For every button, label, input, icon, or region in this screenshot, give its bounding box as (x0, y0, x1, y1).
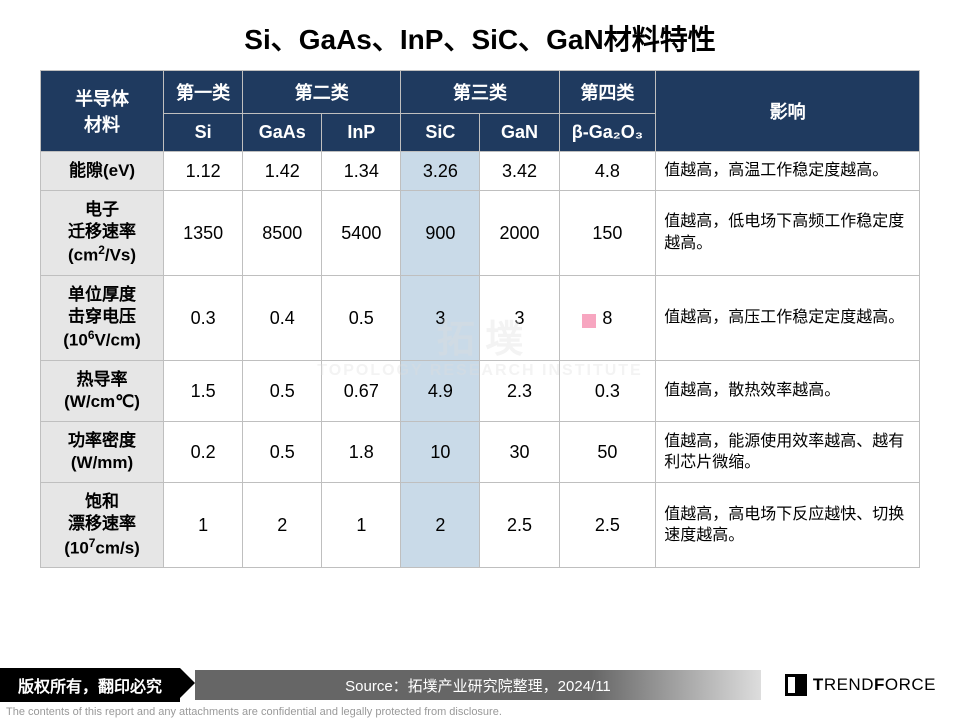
row-label: 能隙(eV) (41, 152, 164, 191)
header-material-5: β-Ga₂O₃ (559, 114, 656, 152)
footer-bar: 版权所有，翻印必究 Source：拓墣产业研究院整理，2024/11 TREND… (0, 670, 960, 700)
header-cat-1: 第一类 (164, 71, 243, 114)
cell: 900 (401, 191, 480, 276)
header-material-0: Si (164, 114, 243, 152)
disclaimer-text: The contents of this report and any atta… (6, 706, 502, 718)
impact-cell: 值越高，散热效率越高。 (656, 360, 920, 421)
cell: 0.3 (559, 360, 656, 421)
cell: 1350 (164, 191, 243, 276)
header-cat-3: 第三类 (401, 71, 559, 114)
cell: 0.2 (164, 422, 243, 483)
table-container: 半导体材料 第一类 第二类 第三类 第四类 影响 SiGaAsInPSiCGaN… (0, 70, 960, 568)
cell: 2000 (480, 191, 559, 276)
row-label: 功率密度(W/mm) (41, 422, 164, 483)
cell: 1.12 (164, 152, 243, 191)
cell: 1.42 (243, 152, 322, 191)
header-cat-4: 第四类 (559, 71, 656, 114)
cell: 8500 (243, 191, 322, 276)
cell: 2.5 (559, 483, 656, 568)
cell: 2 (243, 483, 322, 568)
cell: 4.8 (559, 152, 656, 191)
brand-text: TRENDFORCE (813, 675, 936, 695)
cell: 50 (559, 422, 656, 483)
cell: 0.67 (322, 360, 401, 421)
header-rowlabel: 半导体材料 (41, 71, 164, 152)
cell: 2.5 (480, 483, 559, 568)
materials-table: 半导体材料 第一类 第二类 第三类 第四类 影响 SiGaAsInPSiCGaN… (40, 70, 920, 568)
cell: 1.8 (322, 422, 401, 483)
cell: 5400 (322, 191, 401, 276)
cell: 0.3 (164, 276, 243, 361)
table-row: 单位厚度击穿电压(106V/cm)0.30.40.5338值越高，高压工作稳定定… (41, 276, 920, 361)
table-row: 热导率(W/cm℃)1.50.50.674.92.30.3值越高，散热效率越高。 (41, 360, 920, 421)
brand-logo-icon (785, 674, 807, 696)
cell: 0.5 (243, 422, 322, 483)
header-material-3: SiC (401, 114, 480, 152)
cell: 1 (322, 483, 401, 568)
cell: 0.5 (322, 276, 401, 361)
cell: 2.3 (480, 360, 559, 421)
cell: 0.5 (243, 360, 322, 421)
row-label: 单位厚度击穿电压(106V/cm) (41, 276, 164, 361)
header-cat-2: 第二类 (243, 71, 401, 114)
header-material-1: GaAs (243, 114, 322, 152)
cell: 3.26 (401, 152, 480, 191)
header-material-2: InP (322, 114, 401, 152)
row-label: 饱和漂移速率(107cm/s) (41, 483, 164, 568)
table-row: 饱和漂移速率(107cm/s)12122.52.5值越高，高电场下反应越快、切换… (41, 483, 920, 568)
brand-block: TRENDFORCE (761, 670, 960, 700)
header-material-4: GaN (480, 114, 559, 152)
cell: 0.4 (243, 276, 322, 361)
copyright-label: 版权所有，翻印必究 (0, 668, 180, 702)
table-row: 功率密度(W/mm)0.20.51.8103050值越高，能源使用效率越高、越有… (41, 422, 920, 483)
cell: 1 (164, 483, 243, 568)
row-label: 电子迁移速率(cm2/Vs) (41, 191, 164, 276)
cell: 8 (559, 276, 656, 361)
cell: 4.9 (401, 360, 480, 421)
cell: 2 (401, 483, 480, 568)
decorative-marker (582, 314, 596, 328)
cell: 1.5 (164, 360, 243, 421)
row-label: 热导率(W/cm℃) (41, 360, 164, 421)
impact-cell: 值越高，高电场下反应越快、切换速度越高。 (656, 483, 920, 568)
cell: 10 (401, 422, 480, 483)
cell: 150 (559, 191, 656, 276)
cell: 3 (480, 276, 559, 361)
cell: 3 (401, 276, 480, 361)
table-row: 电子迁移速率(cm2/Vs)1350850054009002000150值越高，… (41, 191, 920, 276)
page-title: Si、GaAs、InP、SiC、GaN材料特性 (0, 0, 960, 70)
table-header-row-1: 半导体材料 第一类 第二类 第三类 第四类 影响 (41, 71, 920, 114)
table-row: 能隙(eV)1.121.421.343.263.424.8值越高，高温工作稳定度… (41, 152, 920, 191)
source-label: Source：拓墣产业研究院整理，2024/11 (195, 670, 761, 700)
header-impact: 影响 (656, 71, 920, 152)
cell: 1.34 (322, 152, 401, 191)
impact-cell: 值越高，低电场下高频工作稳定度越高。 (656, 191, 920, 276)
impact-cell: 值越高，高压工作稳定定度越高。 (656, 276, 920, 361)
impact-cell: 值越高，能源使用效率越高、越有利芯片微缩。 (656, 422, 920, 483)
cell: 30 (480, 422, 559, 483)
impact-cell: 值越高，高温工作稳定度越高。 (656, 152, 920, 191)
cell: 3.42 (480, 152, 559, 191)
